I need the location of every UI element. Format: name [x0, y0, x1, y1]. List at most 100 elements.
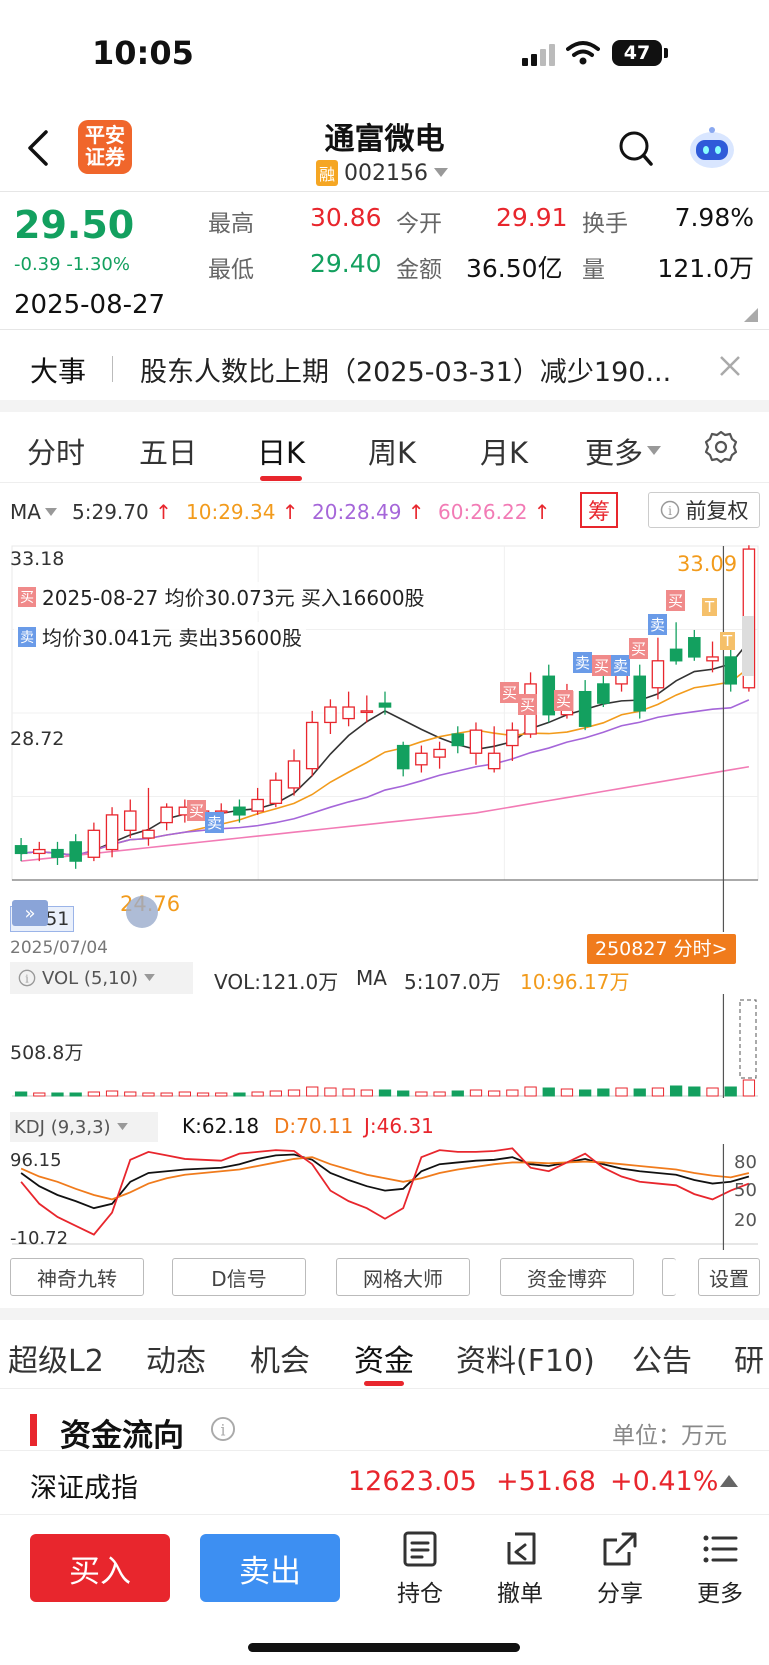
candle-body — [360, 710, 374, 714]
adjust-mode-button[interactable]: i 前复权 — [648, 492, 760, 528]
ma10-value: 10:29.34 ↑ — [186, 500, 299, 524]
kdj-k: K:62.18 — [182, 1114, 260, 1138]
buy-marker[interactable]: 买 — [666, 590, 686, 611]
document-icon — [403, 1531, 437, 1567]
tab-more[interactable]: 更多 — [585, 430, 662, 472]
volume-bar — [560, 1088, 574, 1097]
tool-fund-game[interactable]: 资金博弈 — [500, 1258, 634, 1296]
candle-body — [251, 798, 264, 812]
kdj-k-line — [20, 1153, 750, 1210]
ma20-value: 20:28.49 ↑ — [312, 500, 425, 524]
volume-bar — [269, 1090, 282, 1097]
vol-ma10: 10:96.17万 — [520, 970, 630, 994]
amount-value: 36.50亿 — [466, 254, 563, 283]
volume-bar — [69, 1092, 82, 1097]
tab-timeshare[interactable]: 分时 — [26, 436, 86, 470]
t-marker[interactable]: T — [702, 598, 718, 616]
close-icon[interactable] — [718, 354, 742, 378]
buy-marker[interactable]: 买 — [500, 682, 520, 703]
volume-bar — [324, 1087, 337, 1097]
tool-nine-turn[interactable]: 神奇九转 — [10, 1258, 144, 1296]
broker-logo: 平安证券 — [78, 120, 132, 174]
tab-f10[interactable]: 资料(F10) — [456, 1344, 595, 1379]
holdings-button[interactable]: 持仓 — [390, 1530, 450, 1608]
buy-marker[interactable]: 买 — [629, 638, 649, 659]
sell-marker[interactable]: 卖 — [573, 652, 593, 673]
volume-bar — [378, 1089, 392, 1097]
share-button[interactable]: 分享 — [590, 1530, 650, 1608]
buy-marker[interactable]: 买 — [554, 690, 574, 711]
chevron-down-icon — [116, 1123, 128, 1131]
battery-icon: 47 — [612, 40, 662, 66]
volume-bar — [724, 1086, 737, 1097]
tab-weekly-k[interactable]: 周K — [367, 436, 417, 470]
buy-marker[interactable]: 买 — [518, 694, 538, 715]
low-value: 29.40 — [310, 249, 382, 278]
news-text[interactable]: 股东人数比上期（2025-03-31）减少190... — [140, 357, 672, 388]
kdj-chart[interactable] — [0, 1144, 769, 1250]
tab-daily-k[interactable]: 日K — [256, 436, 306, 470]
tab-opportunity[interactable]: 机会 — [250, 1344, 310, 1379]
candle-body — [469, 729, 483, 754]
volume-bar — [342, 1088, 355, 1097]
cancel-order-button[interactable]: 撤单 — [490, 1530, 550, 1608]
info-icon[interactable]: i — [210, 1416, 236, 1442]
tab-announcements[interactable]: 公告 — [632, 1344, 692, 1379]
ma-selector[interactable]: MA — [10, 500, 57, 524]
candle-body — [415, 752, 428, 766]
search-icon[interactable] — [618, 130, 654, 168]
tool-settings[interactable]: 设置 — [698, 1258, 760, 1296]
chip-distribution-button[interactable]: 筹 — [580, 492, 618, 528]
gear-icon[interactable] — [704, 430, 738, 464]
kdj-ymax: 96.15 — [10, 1150, 62, 1171]
ma60-line — [21, 765, 750, 862]
high-label: 最高 — [208, 211, 254, 237]
sell-button[interactable]: 卖出 — [200, 1534, 340, 1602]
vol-selector[interactable]: i VOL (5,10) — [10, 962, 193, 994]
tab-super-l2[interactable]: 超级L2 — [8, 1344, 104, 1379]
chevron-down-icon — [647, 446, 662, 455]
sell-marker[interactable]: 卖 — [205, 812, 225, 833]
kdj-level-50: 50 — [734, 1180, 757, 1201]
volume-chart[interactable] — [0, 994, 769, 1098]
tool-d-signal[interactable]: D信号 — [172, 1258, 306, 1296]
volume-bar — [633, 1088, 646, 1097]
sell-marker[interactable]: 卖 — [648, 614, 668, 635]
back-icon[interactable] — [26, 128, 50, 168]
expand-corner-icon[interactable] — [744, 308, 758, 322]
drag-handle-icon[interactable] — [126, 896, 158, 928]
tab-funds[interactable]: 资金 — [354, 1344, 414, 1379]
high-value: 30.86 — [310, 203, 382, 232]
chevron-up-icon[interactable] — [720, 1474, 738, 1488]
volume-bar — [524, 1086, 537, 1097]
tab2-active-indicator — [364, 1381, 404, 1386]
tool-partial[interactable] — [662, 1258, 676, 1296]
candlestick-chart[interactable] — [0, 540, 769, 932]
stock-title: 通富微电 — [324, 122, 445, 157]
buy-button[interactable]: 买入 — [30, 1534, 170, 1602]
tab-five-day[interactable]: 五日 — [138, 436, 198, 470]
sell-marker[interactable]: 卖 — [611, 655, 631, 676]
t-marker[interactable]: T — [720, 632, 736, 650]
tab-news[interactable]: 动态 — [146, 1344, 206, 1379]
volume-bar — [215, 1092, 228, 1097]
more-button[interactable]: 更多 — [690, 1530, 750, 1608]
tool-grid-master[interactable]: 网格大师 — [336, 1258, 470, 1296]
buy-badge: 买 — [18, 586, 36, 607]
tab-research[interactable]: 研 — [734, 1344, 764, 1379]
kdj-selector[interactable]: KDJ (9,3,3) — [10, 1112, 158, 1142]
timeshare-button[interactable]: 250827 分时> — [587, 934, 736, 964]
collapse-left-button[interactable]: » — [12, 900, 48, 926]
vol-ma-label: MA — [356, 966, 387, 990]
buy-marker[interactable]: 买 — [187, 800, 207, 821]
tab-monthly-k[interactable]: 月K — [479, 436, 529, 470]
buy-marker[interactable]: 买 — [592, 655, 612, 676]
robot-assistant-icon[interactable] — [686, 126, 738, 170]
tab-active-indicator — [260, 476, 302, 481]
candle-body — [14, 845, 28, 855]
stock-code-selector[interactable]: 融 002156 — [316, 160, 448, 186]
candle-body — [287, 760, 301, 789]
candle-body — [396, 744, 410, 770]
kdj-level-80: 80 — [734, 1152, 757, 1173]
ma20-line — [21, 699, 750, 857]
